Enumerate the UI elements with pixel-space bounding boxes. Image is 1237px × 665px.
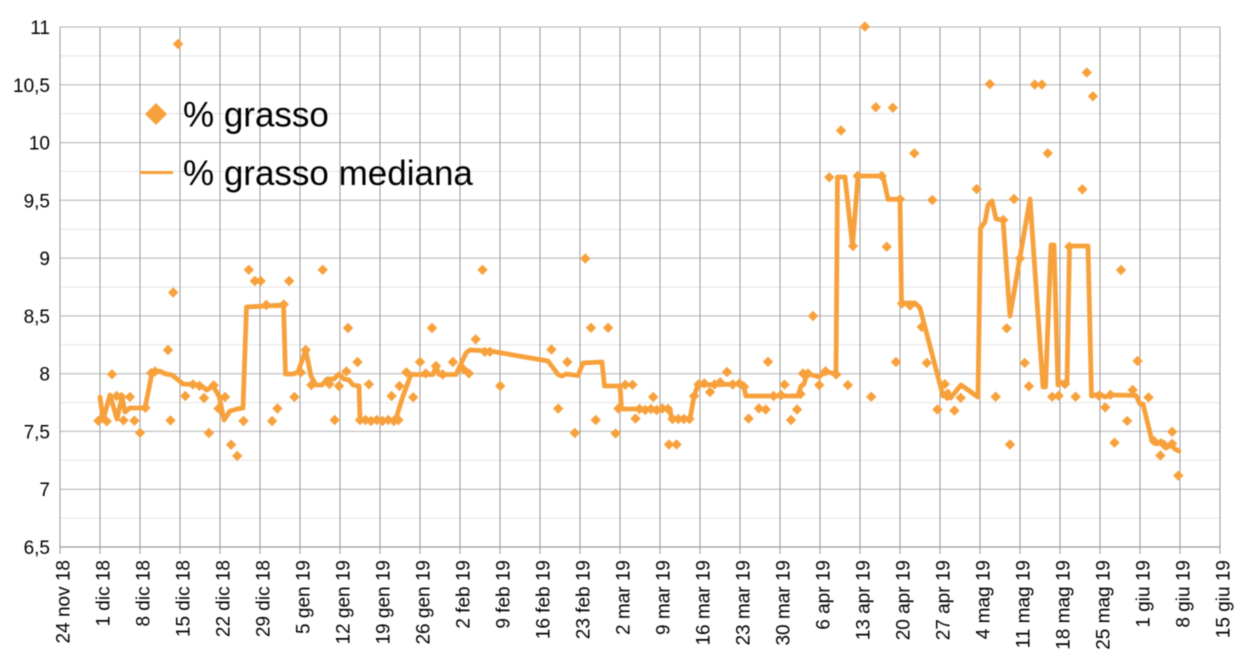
svg-text:30 mar 19: 30 mar 19 [774,560,795,646]
svg-text:9 mar 19: 9 mar 19 [654,560,675,635]
svg-text:15 giu 19: 15 giu 19 [1214,560,1235,638]
svg-text:8 dic 18: 8 dic 18 [134,560,155,627]
svg-text:11: 11 [30,18,50,39]
svg-text:16 mar 19: 16 mar 19 [694,560,715,646]
svg-text:% grasso mediana: % grasso mediana [183,154,473,193]
svg-text:8: 8 [39,365,50,386]
svg-text:19 gen 19: 19 gen 19 [374,560,395,645]
svg-text:7,5: 7,5 [24,422,50,443]
svg-text:9,5: 9,5 [24,191,50,212]
svg-text:1 dic 18: 1 dic 18 [94,560,115,627]
svg-text:25 mag 19: 25 mag 19 [1094,560,1115,650]
svg-text:29 dic 18: 29 dic 18 [254,560,275,637]
svg-text:2 mar 19: 2 mar 19 [614,560,635,635]
svg-text:13 apr 19: 13 apr 19 [854,560,875,640]
svg-text:26 gen 19: 26 gen 19 [414,560,435,645]
svg-text:1 giu 19: 1 giu 19 [1134,560,1155,628]
svg-text:10,5: 10,5 [13,76,50,97]
svg-text:9: 9 [39,249,50,270]
svg-text:23 feb 19: 23 feb 19 [574,560,595,639]
svg-text:8 giu 19: 8 giu 19 [1174,560,1195,628]
svg-text:6,5: 6,5 [24,538,50,559]
svg-text:27 apr 19: 27 apr 19 [934,560,955,640]
svg-text:10: 10 [29,134,50,155]
svg-text:23 mar 19: 23 mar 19 [734,560,755,646]
svg-text:4 mag 19: 4 mag 19 [974,560,995,639]
svg-text:11 mag 19: 11 mag 19 [1014,560,1035,648]
svg-text:24 nov 18: 24 nov 18 [54,560,75,643]
svg-text:8,5: 8,5 [24,307,50,328]
svg-text:9 feb 19: 9 feb 19 [494,560,515,629]
svg-text:12 gen 19: 12 gen 19 [334,560,355,645]
svg-text:22 dic 18: 22 dic 18 [214,560,235,637]
svg-text:16 feb 19: 16 feb 19 [534,560,555,639]
svg-text:20 apr 19: 20 apr 19 [894,560,915,640]
svg-text:18 mag 19: 18 mag 19 [1054,560,1075,650]
svg-text:% grasso: % grasso [183,96,329,135]
svg-text:7: 7 [39,480,50,501]
svg-text:6 apr 19: 6 apr 19 [814,560,835,630]
svg-text:5 gen 19: 5 gen 19 [294,560,315,634]
svg-text:2 feb 19: 2 feb 19 [454,560,475,629]
svg-text:15 dic 18: 15 dic 18 [174,560,195,637]
